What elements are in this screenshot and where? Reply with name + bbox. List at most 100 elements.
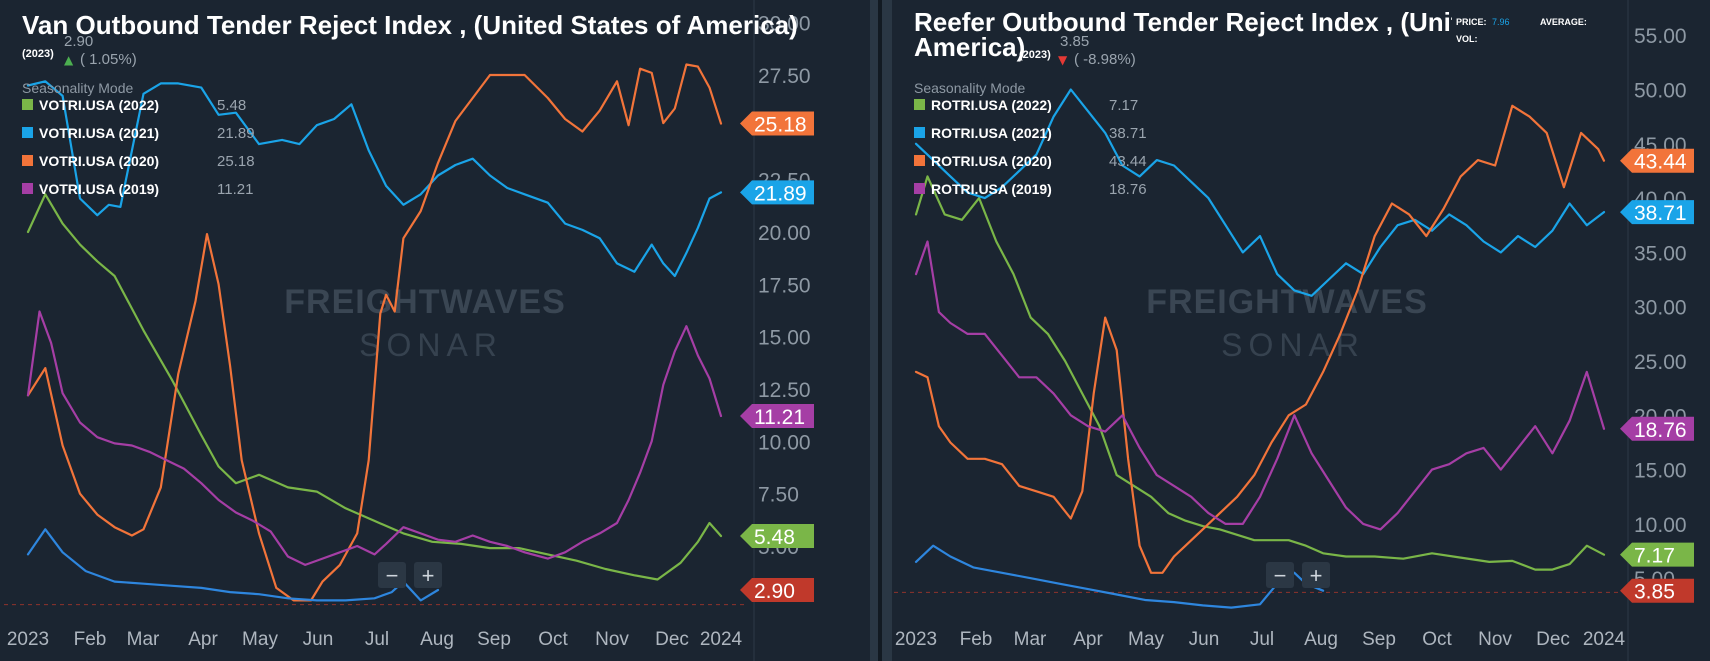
series-line-votri-usa-2019-[interactable]	[26, 310, 723, 567]
x-tick-label: Oct	[1422, 629, 1452, 650]
x-tick-label: May	[242, 629, 278, 650]
legend-series-value: 7.17	[1109, 97, 1138, 114]
y-tick-label: 15.00	[758, 327, 811, 350]
chart-title-line2: America)	[914, 32, 1025, 62]
legend-series-value: 25.18	[217, 153, 255, 170]
series-line-rotri-usa-2020-[interactable]	[914, 104, 1606, 574]
x-tick-label: Apr	[1073, 629, 1103, 650]
value-badge-label: 21.89	[754, 182, 807, 205]
value-badge: 43.44	[1620, 148, 1694, 174]
watermark-sonar: SONAR	[359, 327, 503, 363]
value-badge: 25.18	[740, 111, 814, 137]
y-tick-label: 27.50	[758, 65, 811, 88]
y-tick-label: 7.50	[758, 484, 799, 507]
x-tick-label: Aug	[420, 629, 454, 650]
zoom-out-button[interactable]: −	[1266, 562, 1294, 588]
legend-item[interactable]: ROTRI.USA (2021) 38.71	[914, 125, 1147, 142]
y-tick-label: 10.00	[758, 431, 811, 454]
legend-series-value: 18.76	[1109, 181, 1147, 198]
series-line-votri-usa-2020-[interactable]	[26, 63, 723, 602]
y-tick-label: 12.50	[758, 379, 811, 402]
legend-series-value: 43.44	[1109, 153, 1147, 170]
zoom-out-button[interactable]: −	[378, 562, 406, 588]
legend-item[interactable]: VOTRI.USA (2019) 11.21	[22, 181, 253, 198]
x-tick-label: Sep	[1362, 629, 1396, 650]
legend-item[interactable]: VOTRI.USA (2020) 25.18	[22, 153, 255, 170]
y-tick-label: 30.00	[1634, 297, 1687, 320]
series-line-rotri-usa-2019-[interactable]	[914, 240, 1606, 531]
legend-series-value: 38.71	[1109, 125, 1147, 142]
x-tick-label: Feb	[960, 629, 993, 650]
x-tick-label: Nov	[595, 629, 629, 650]
van-chart-panel[interactable]: FREIGHTWAVESSONAR30.0027.5025.0022.5020.…	[0, 0, 870, 661]
current-value: 3.85	[1060, 33, 1089, 50]
value-badge: 21.89	[740, 180, 814, 205]
x-tick-label: Dec	[1536, 629, 1570, 650]
y-tick-label: 20.00	[758, 222, 811, 245]
legend-item[interactable]: ROTRI.USA (2020) 43.44	[914, 153, 1147, 170]
watermark-freightwaves: FREIGHTWAVES	[284, 283, 566, 321]
y-tick-label: 55.00	[1634, 25, 1687, 48]
svg-text:−: −	[386, 563, 399, 588]
zoom-in-button[interactable]: +	[1302, 562, 1330, 588]
legend-item[interactable]: ROTRI.USA (2022) 7.17	[914, 97, 1138, 114]
x-tick-label: Apr	[188, 629, 218, 650]
x-tick-label: 2023	[7, 629, 49, 650]
watermark-freightwaves: FREIGHTWAVES	[1146, 283, 1428, 321]
value-badge: 7.17	[1620, 542, 1694, 568]
current-year-label: (2023)	[1019, 49, 1051, 61]
svg-text:PRICE:: PRICE:	[1456, 17, 1487, 27]
legend-item[interactable]: VOTRI.USA (2021) 21.89	[22, 125, 255, 142]
x-tick-label: Aug	[1304, 629, 1338, 650]
zoom-in-button[interactable]: +	[414, 562, 442, 588]
svg-text:+: +	[422, 563, 435, 588]
x-tick-label: Oct	[538, 629, 568, 650]
arrow-up-icon: ▲	[64, 53, 74, 67]
current-value: 2.90	[64, 33, 93, 50]
value-badge-label: 5.48	[754, 526, 795, 549]
series-line-rotri-usa-2022-[interactable]	[914, 175, 1606, 571]
value-badge: 38.71	[1620, 200, 1694, 225]
value-badge-label: 18.76	[1634, 419, 1687, 442]
x-tick-label: Nov	[1478, 629, 1512, 650]
chart-svg[interactable]: FREIGHTWAVESSONAR30.0027.5025.0022.5020.…	[0, 0, 870, 661]
svg-text:+: +	[1310, 563, 1323, 588]
svg-text:VOL:: VOL:	[1456, 34, 1478, 44]
x-tick-label: 2024	[1583, 629, 1626, 650]
x-tick-label: Jul	[365, 629, 389, 650]
reefer-chart-panel[interactable]: FREIGHTWAVES SONAR 55.00 50.00 45.00 40.00 35.…	[892, 0, 1710, 661]
legend-series-name: ROTRI.USA (2021)	[931, 125, 1052, 141]
y-tick-label: 25.00	[1634, 351, 1687, 374]
value-badge: 18.76	[1620, 416, 1694, 442]
current-change: ( -8.98%)	[1074, 51, 1136, 68]
chart-svg[interactable]: FREIGHTWAVESSONAR55.0050.0045.0040.0035.…	[892, 0, 1710, 661]
legend-series-name: ROTRI.USA (2019)	[931, 181, 1052, 197]
value-badge: 5.48	[740, 523, 814, 549]
svg-text:7.96: 7.96	[1492, 17, 1510, 27]
panel-divider-line	[878, 0, 882, 661]
value-badge: 2.90	[740, 577, 814, 603]
seasonality-mode-label: Seasonality Mode	[22, 80, 134, 96]
legend-item[interactable]: ROTRI.USA (2019) 18.76	[914, 181, 1147, 198]
legend-series-value: 5.48	[217, 97, 246, 114]
y-tick-label: 15.00	[1634, 460, 1687, 483]
value-badge: 11.21	[740, 404, 814, 429]
legend-item[interactable]: VOTRI.USA (2022) 5.48	[22, 97, 246, 114]
value-badge-label: 3.85	[1634, 581, 1675, 604]
value-badge-label: 7.17	[1634, 545, 1675, 568]
series-line-2023[interactable]	[914, 544, 1325, 609]
series-line-votri-usa-2021-[interactable]	[26, 80, 723, 278]
series-line-2023[interactable]	[26, 528, 440, 602]
x-tick-label: Jul	[1250, 629, 1274, 650]
legend-series-value: 21.89	[217, 125, 255, 142]
value-badge-label: 38.71	[1634, 202, 1687, 225]
x-tick-label: Feb	[74, 629, 107, 650]
y-tick-label: 30.00	[758, 13, 811, 36]
series-line-rotri-usa-2021-[interactable]	[914, 88, 1606, 297]
y-tick-label: 50.00	[1634, 79, 1687, 102]
legend-series-name: VOTRI.USA (2020)	[39, 153, 159, 169]
x-tick-label: Mar	[1014, 629, 1047, 650]
x-tick-label: 2023	[895, 629, 937, 650]
svg-text:AVERAGE:: AVERAGE:	[1540, 17, 1587, 27]
x-tick-label: Sep	[477, 629, 511, 650]
